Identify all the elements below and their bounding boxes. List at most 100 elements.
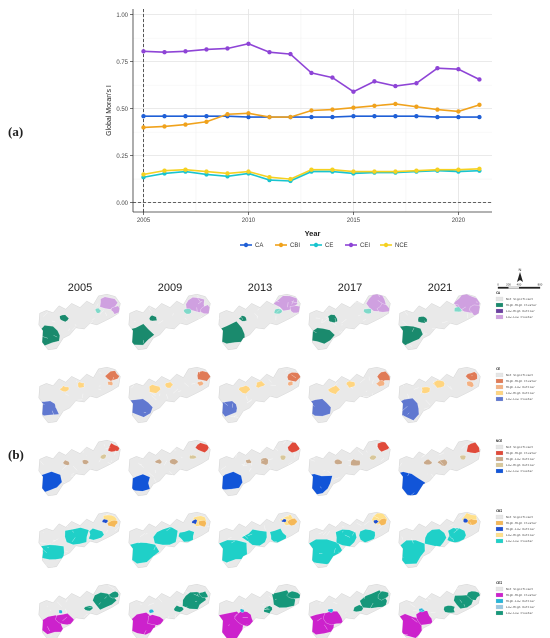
county-boundary bbox=[423, 407, 429, 410]
map-legend-swatch bbox=[495, 468, 504, 474]
county-boundary bbox=[382, 480, 386, 483]
county-boundary bbox=[151, 375, 154, 379]
county-boundary bbox=[447, 344, 451, 348]
county-boundary bbox=[479, 623, 481, 626]
county-boundary bbox=[66, 519, 67, 520]
county-boundary bbox=[309, 455, 316, 459]
lisa-map-cbi bbox=[308, 511, 391, 569]
point-ca bbox=[330, 114, 335, 120]
county-boundary bbox=[197, 300, 203, 305]
cluster-patch bbox=[287, 372, 301, 382]
county-boundary bbox=[101, 470, 105, 475]
county-boundary bbox=[448, 363, 449, 367]
county-boundary bbox=[345, 612, 347, 614]
county-boundary bbox=[461, 444, 467, 449]
county-boundary bbox=[68, 328, 70, 331]
county-boundary bbox=[446, 548, 453, 551]
county-boundary bbox=[257, 480, 260, 482]
county-boundary bbox=[50, 454, 54, 457]
legend-label-cei: CEI bbox=[360, 243, 370, 249]
county-boundary bbox=[333, 548, 336, 554]
map-legend-item: Low-Low Cluster bbox=[506, 611, 533, 615]
cluster-patch bbox=[459, 455, 467, 461]
point-cbi bbox=[225, 112, 230, 117]
cluster-patch bbox=[128, 542, 160, 564]
county-boundary bbox=[367, 417, 371, 421]
county-boundary bbox=[218, 523, 222, 527]
county-boundary bbox=[433, 591, 438, 594]
cluster-patch bbox=[245, 458, 252, 464]
county-boundary bbox=[366, 590, 368, 593]
point-cei bbox=[204, 47, 209, 52]
county-boundary bbox=[294, 453, 296, 458]
county-boundary bbox=[382, 619, 386, 623]
county-boundary bbox=[377, 525, 383, 530]
county-boundary bbox=[190, 493, 197, 496]
county-boundary bbox=[208, 546, 211, 549]
county-boundary bbox=[436, 415, 439, 419]
lisa-map-cei bbox=[218, 583, 301, 638]
map-legend-swatch bbox=[495, 302, 504, 308]
county-boundary bbox=[225, 497, 230, 500]
county-boundary bbox=[408, 526, 415, 530]
county-boundary bbox=[114, 526, 120, 532]
cluster-patch bbox=[164, 381, 174, 389]
county-boundary bbox=[362, 319, 366, 321]
map-legend-item: Low-Low Cluster bbox=[506, 397, 533, 401]
county-boundary bbox=[65, 393, 69, 396]
y-tick-label: 1.00 bbox=[116, 13, 128, 19]
county-boundary bbox=[407, 393, 410, 399]
county-boundary bbox=[267, 458, 273, 460]
county-boundary bbox=[220, 414, 223, 416]
county-boundary bbox=[128, 409, 130, 412]
county-boundary bbox=[210, 449, 211, 455]
county-boundary bbox=[262, 603, 265, 605]
cluster-patch bbox=[169, 458, 179, 465]
cluster-patch bbox=[423, 459, 433, 465]
county-boundary bbox=[413, 387, 419, 390]
county-boundary bbox=[476, 560, 481, 564]
point-cbi bbox=[309, 108, 314, 113]
county-boundary bbox=[148, 308, 153, 313]
county-boundary bbox=[130, 522, 133, 527]
point-cbi bbox=[330, 107, 335, 112]
county-boundary bbox=[348, 299, 353, 304]
map-legend-item: Low-High Outlier bbox=[506, 533, 535, 537]
county-boundary bbox=[105, 409, 112, 412]
county-boundary bbox=[184, 318, 187, 320]
y-tick-label: 0.50 bbox=[116, 107, 128, 113]
county-boundary bbox=[318, 532, 323, 535]
county-boundary bbox=[446, 346, 450, 348]
county-boundary bbox=[402, 406, 408, 411]
county-boundary bbox=[468, 346, 471, 350]
legend-label-cbi: CBI bbox=[290, 243, 300, 249]
county-boundary bbox=[363, 521, 370, 526]
county-boundary bbox=[112, 440, 116, 441]
county-boundary bbox=[231, 540, 235, 544]
county-boundary bbox=[423, 333, 427, 335]
point-nce bbox=[183, 167, 188, 172]
county-boundary bbox=[276, 309, 281, 313]
county-boundary bbox=[291, 548, 294, 551]
cluster-patch bbox=[238, 385, 251, 394]
point-nce bbox=[288, 176, 293, 182]
county-boundary bbox=[295, 338, 300, 340]
legend-swatch-point-ca bbox=[243, 242, 249, 248]
county-boundary bbox=[51, 320, 56, 323]
cluster-patch bbox=[447, 527, 467, 544]
cluster-patch bbox=[376, 371, 391, 384]
county-boundary bbox=[145, 303, 150, 307]
county-boundary bbox=[196, 593, 199, 596]
legend-swatch-point-nce bbox=[383, 242, 389, 248]
county-boundary bbox=[478, 388, 481, 391]
cluster-patch bbox=[199, 591, 209, 598]
cluster-patch bbox=[424, 528, 447, 548]
county-boundary bbox=[57, 601, 62, 607]
county-boundary bbox=[370, 602, 374, 609]
county-boundary bbox=[463, 628, 467, 632]
county-boundary bbox=[377, 294, 380, 298]
series-line-cei bbox=[143, 42, 480, 93]
county-boundary bbox=[178, 343, 184, 346]
cluster-patch bbox=[334, 459, 343, 465]
cluster-patch bbox=[148, 384, 161, 394]
